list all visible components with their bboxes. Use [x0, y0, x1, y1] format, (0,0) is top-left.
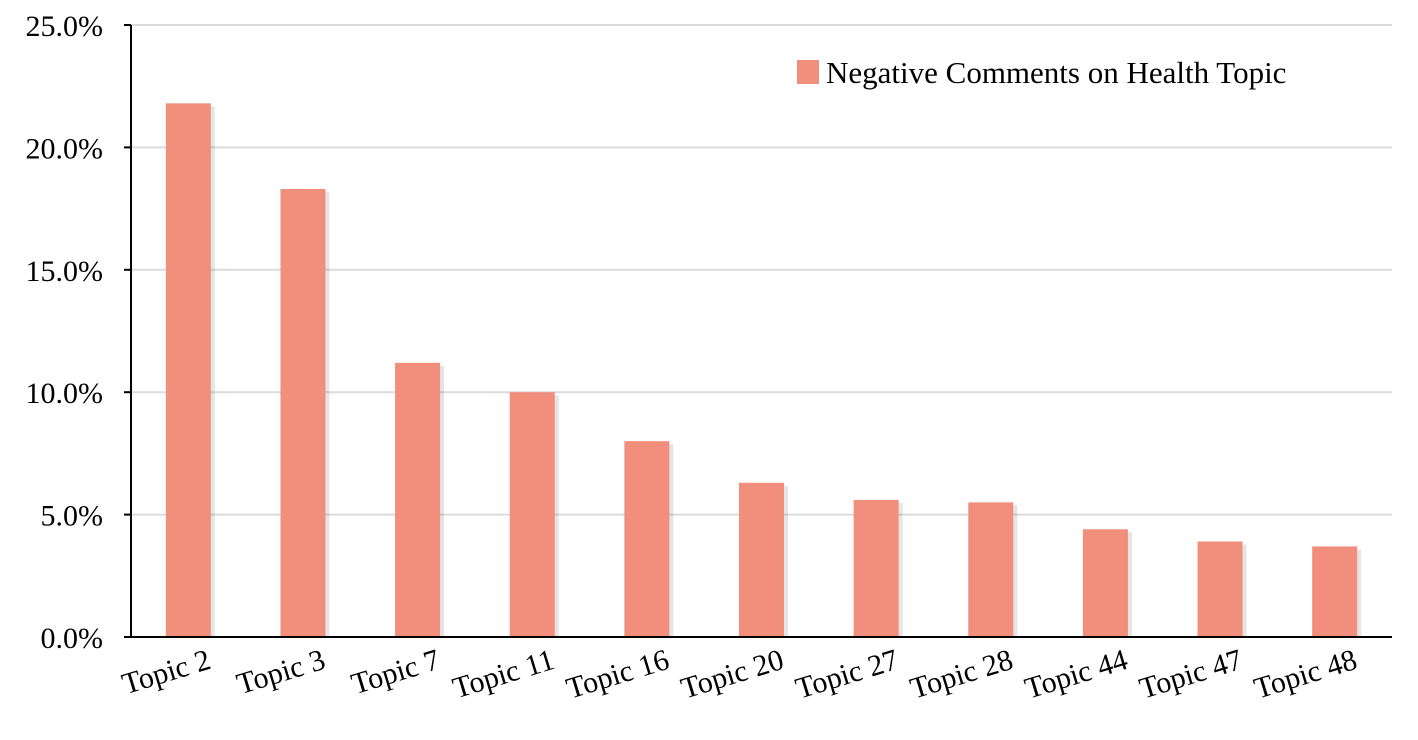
y-tick-label: 5.0%: [41, 500, 104, 533]
x-tick-label: Topic 16: [562, 643, 672, 705]
bar-topic-48: [1312, 546, 1358, 637]
x-tick-label: Topic 47: [1136, 643, 1246, 705]
bar-topic-47: [1197, 541, 1243, 637]
bar-topic-44: [1082, 529, 1128, 637]
y-tick-label: 15.0%: [26, 255, 104, 288]
legend: Negative Comments on Health Topic: [797, 55, 1286, 90]
bar-topic-11: [509, 392, 555, 637]
bar-topic-28: [968, 502, 1014, 637]
legend-swatch: [797, 60, 819, 84]
axes: [130, 25, 1392, 638]
x-tick-label: Topic 3: [233, 643, 329, 701]
x-tick-label: Topic 48: [1250, 643, 1360, 705]
x-tick-label: Topic 2: [118, 643, 214, 701]
y-tick-label: 25.0%: [26, 10, 104, 43]
y-tick-labels: 0.0% 5.0% 10.0% 15.0% 20.0% 25.0%: [26, 10, 131, 655]
bar-topic-20: [739, 482, 784, 637]
x-tick-label: Topic 27: [792, 643, 902, 705]
y-tick-label: 10.0%: [26, 377, 104, 410]
x-tick-label: Topic 44: [1021, 643, 1131, 705]
x-tick-label: Topic 28: [906, 643, 1016, 705]
x-tick-label: Topic 7: [348, 643, 444, 701]
y-tick-label: 0.0%: [41, 622, 104, 655]
y-tick-label: 20.0%: [26, 132, 104, 165]
bar-topic-2: [165, 103, 211, 637]
x-tick-label: Topic 11: [449, 643, 558, 705]
bar-topic-7: [395, 362, 441, 637]
x-tick-label: Topic 20: [677, 643, 787, 705]
bar-topic-27: [853, 499, 899, 637]
bars: [165, 103, 1362, 638]
gridlines: [131, 24, 1392, 516]
x-tick-labels: Topic 2 Topic 3 Topic 7 Topic 11 Topic 16 Top…: [118, 643, 1360, 705]
legend-label: Negative Comments on Health Topic: [826, 55, 1286, 90]
bar-topic-3: [280, 189, 326, 638]
bar-topic-16: [624, 441, 670, 637]
